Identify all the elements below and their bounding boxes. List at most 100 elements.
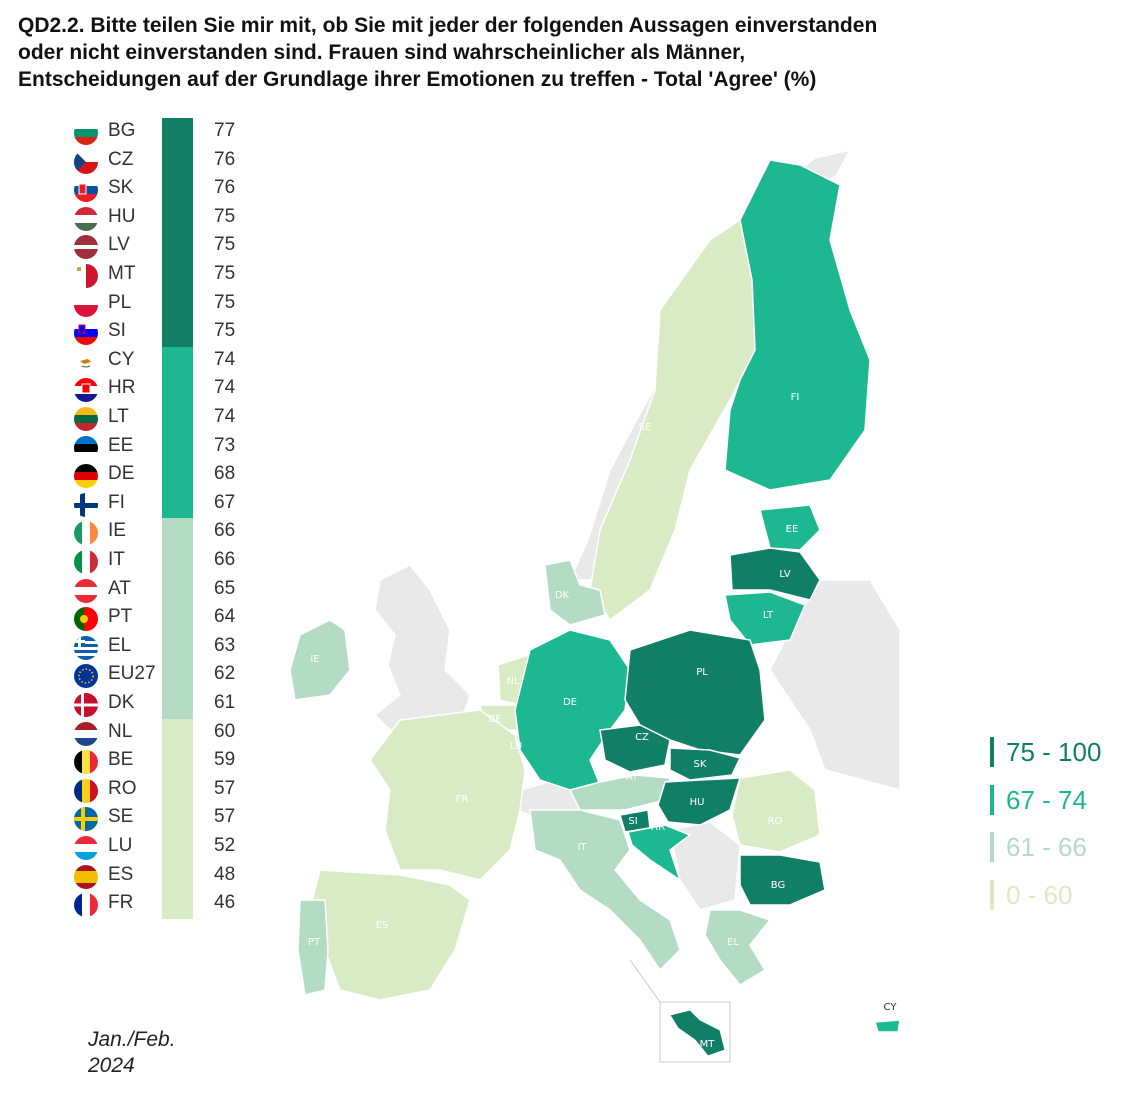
country-value: 64: [214, 606, 236, 628]
europe-choropleth-map: FI SE EE LV LT DK IE NL BE LU DE PL CZ S…: [289, 148, 900, 1063]
nl-flag-icon: [74, 721, 98, 746]
legend-color-bar: [990, 737, 994, 767]
lv-flag-icon: [74, 235, 98, 260]
ranking-row-cz: CZ 76: [70, 146, 270, 176]
ranking-row-se: SE 57: [70, 804, 270, 833]
es-flag-icon: [74, 864, 98, 889]
belarus-ukraine-shape: [769, 579, 900, 791]
value-color-swatch: [162, 261, 193, 290]
value-color-swatch: [162, 833, 193, 862]
country-value: 63: [214, 634, 236, 656]
country-value: 76: [214, 148, 236, 170]
ranking-row-pt: PT 64: [70, 604, 270, 633]
ranking-row-ro: RO 57: [70, 775, 270, 805]
ranking-row-mt: MT 75: [70, 261, 270, 290]
label-ee: EE: [786, 524, 799, 535]
cz-flag-icon: [74, 149, 98, 174]
label-cy: CY: [884, 1002, 898, 1013]
ro-flag-icon: [74, 778, 98, 803]
label-es: ES: [376, 920, 389, 931]
country-code: IT: [108, 549, 125, 570]
fr-flag-icon: [74, 893, 98, 918]
ranking-row-hu: HU 75: [70, 203, 270, 233]
ranking-row-lu: LU 52: [70, 833, 270, 862]
mt-flag-icon: [74, 264, 98, 288]
country-value: 57: [214, 777, 236, 799]
label-lv: LV: [779, 569, 790, 580]
country-hu: [657, 777, 742, 826]
eu-flag-icon: [74, 664, 98, 689]
country-value: 75: [214, 263, 236, 284]
country-cz: [599, 724, 671, 773]
label-si: SI: [628, 816, 637, 827]
country-ie: [289, 619, 351, 701]
country-code: HR: [108, 377, 136, 399]
value-color-swatch: [162, 232, 193, 261]
sk-flag-icon: [74, 178, 98, 203]
dk-flag-icon: [74, 693, 98, 717]
country-sk: [669, 747, 742, 781]
country-code: SI: [108, 320, 126, 342]
label-nl: NL: [506, 676, 519, 687]
label-mt: MT: [700, 1039, 716, 1050]
country-code: AT: [108, 577, 131, 599]
label-de: DE: [563, 697, 577, 708]
label-pl: PL: [696, 667, 708, 678]
value-color-swatch: [162, 346, 193, 376]
value-color-swatch: [162, 375, 193, 404]
pl-flag-icon: [74, 292, 98, 317]
country-value: 74: [214, 377, 236, 399]
country-code: LU: [108, 835, 133, 856]
country-code: PL: [108, 291, 132, 313]
si-flag-icon: [74, 321, 98, 346]
country-value: 52: [214, 835, 236, 856]
country-value: 75: [214, 320, 236, 342]
legend-color-bar: [990, 879, 994, 910]
label-be: BE: [488, 714, 501, 725]
country-code: DE: [108, 463, 135, 485]
de-flag-icon: [74, 464, 98, 489]
ranking-row-fi: FI 67: [70, 489, 270, 519]
hu-flag-icon: [74, 206, 98, 231]
value-color-swatch: [162, 203, 193, 233]
country-es: [309, 869, 471, 1001]
legend-label: 75 - 100: [1006, 737, 1102, 767]
country-pt: [297, 899, 329, 996]
country-code: PT: [108, 606, 133, 628]
country-value: 77: [214, 120, 236, 141]
legend-label: 67 - 74: [1006, 784, 1087, 815]
value-color-swatch: [162, 404, 193, 433]
country-code: FR: [108, 892, 134, 914]
country-code: CY: [108, 348, 135, 370]
country-fr: [369, 709, 526, 881]
country-value: 59: [214, 749, 236, 771]
country-value: 57: [214, 806, 236, 828]
country-ro: [731, 769, 821, 853]
pt-flag-icon: [74, 607, 98, 632]
value-color-swatch: [162, 318, 193, 347]
label-fr: FR: [456, 794, 469, 805]
country-ee: [759, 504, 821, 551]
country-code: FI: [108, 491, 125, 513]
ee-flag-icon: [74, 435, 98, 460]
country-value: 46: [214, 892, 236, 914]
label-lt: LT: [763, 610, 774, 621]
country-value: 68: [214, 463, 236, 485]
value-color-swatch: [162, 289, 193, 319]
ranking-row-nl: NL 60: [70, 718, 270, 748]
country-code: CZ: [108, 148, 134, 170]
survey-date-line-2: 2024: [88, 1054, 135, 1077]
ranking-row-be: BE 59: [70, 747, 270, 776]
country-se: [589, 218, 756, 622]
country-value: 67: [214, 491, 236, 513]
country-lv: [729, 547, 821, 601]
label-ro: RO: [768, 816, 783, 827]
country-value: 74: [214, 348, 236, 370]
ranking-row-dk: DK 61: [70, 690, 270, 719]
value-color-swatch: [162, 575, 193, 605]
country-it: [529, 809, 681, 972]
label-se: SE: [639, 422, 652, 433]
survey-date-line-1: Jan./Feb.: [88, 1028, 176, 1051]
label-sk: SK: [694, 759, 707, 770]
label-pt: PT: [308, 937, 321, 948]
